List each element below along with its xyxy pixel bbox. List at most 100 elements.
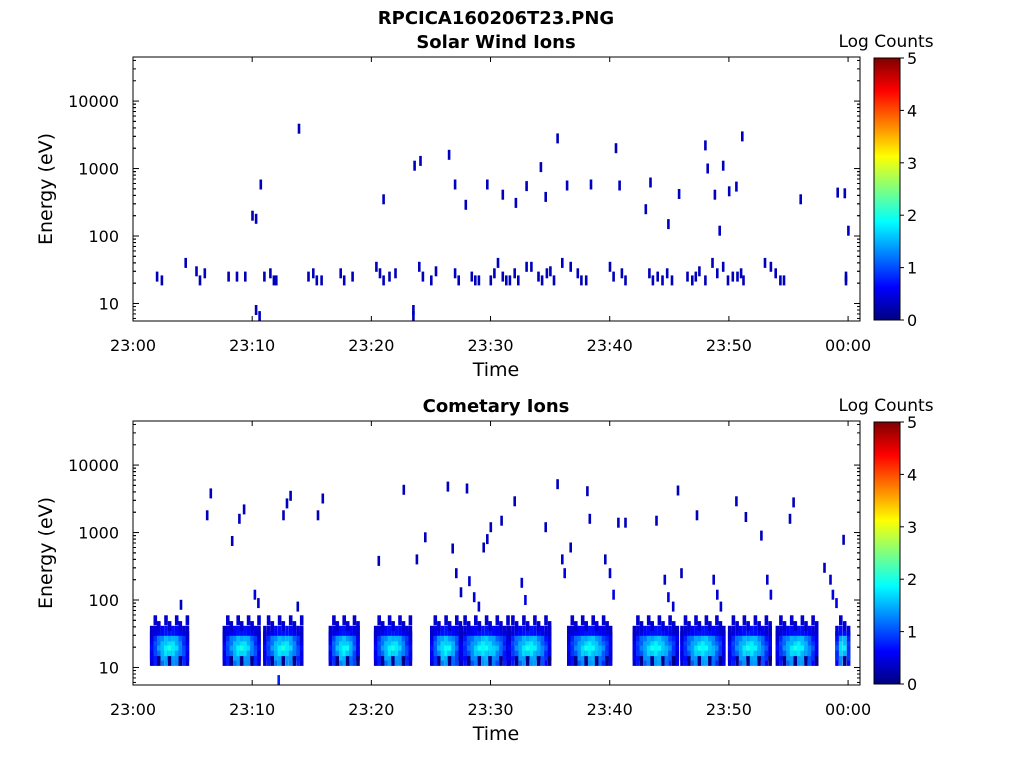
heatmap-cell bbox=[481, 631, 485, 642]
heatmap-cell bbox=[335, 621, 340, 632]
heatmap-cell bbox=[178, 655, 183, 666]
heatmap-cell bbox=[378, 268, 382, 279]
heatmap-cell bbox=[804, 640, 808, 651]
heatmap-cell bbox=[632, 625, 637, 636]
heatmap-cell bbox=[246, 615, 251, 626]
heatmap-cell bbox=[373, 646, 378, 657]
heatmap-cell bbox=[584, 655, 588, 666]
heatmap-cell bbox=[233, 625, 237, 636]
heatmap-cell bbox=[644, 204, 648, 215]
heatmap-cell bbox=[387, 615, 392, 626]
heatmap-cell bbox=[455, 655, 459, 666]
heatmap-cell bbox=[735, 646, 739, 657]
heatmap-cell bbox=[274, 646, 278, 657]
heatmap-cell bbox=[195, 266, 198, 277]
heatmap-cell bbox=[677, 189, 681, 199]
heatmap-cell bbox=[671, 655, 676, 666]
heatmap-cell bbox=[332, 655, 336, 666]
heatmap-cell bbox=[738, 625, 743, 636]
heatmap-cell bbox=[394, 640, 399, 651]
heatmap-cell bbox=[580, 625, 585, 636]
heatmap-cell bbox=[718, 655, 723, 666]
heatmap-cell bbox=[757, 621, 761, 632]
heatmap-cell bbox=[617, 517, 620, 528]
heatmap-cell bbox=[591, 615, 595, 626]
heatmap-cell bbox=[580, 615, 585, 626]
heatmap-cell bbox=[764, 615, 769, 626]
heatmap-cell bbox=[380, 631, 385, 642]
heatmap-cell bbox=[459, 640, 464, 651]
heatmap-cell bbox=[522, 615, 526, 626]
heatmap-cell bbox=[657, 631, 662, 642]
heatmap-cell bbox=[716, 589, 719, 600]
heatmap-cell bbox=[704, 140, 707, 151]
heatmap-cell bbox=[657, 640, 662, 651]
heatmap-cell bbox=[842, 655, 847, 666]
heatmap-cell bbox=[272, 275, 276, 286]
heatmap-cell bbox=[153, 625, 158, 636]
heatmap-cell bbox=[178, 646, 183, 657]
heatmap-cell bbox=[768, 631, 772, 642]
heatmap-cell bbox=[683, 655, 688, 666]
heatmap-cell bbox=[430, 625, 434, 636]
heatmap-cell bbox=[722, 631, 726, 642]
heatmap-cell bbox=[514, 197, 518, 208]
heatmap-cell bbox=[668, 631, 672, 642]
heatmap-cell bbox=[437, 621, 441, 632]
heatmap-cell bbox=[722, 655, 726, 666]
y-tick-label: 10000 bbox=[68, 92, 119, 111]
plot-frame bbox=[132, 56, 861, 322]
heatmap-cell bbox=[384, 646, 388, 657]
heatmap-cell bbox=[721, 261, 725, 272]
heatmap-cell bbox=[391, 621, 395, 632]
x-tick-label: 23:20 bbox=[348, 700, 394, 719]
heatmap-cell bbox=[843, 188, 847, 199]
heatmap-cell bbox=[459, 646, 464, 657]
heatmap-cell bbox=[657, 615, 662, 626]
heatmap-cell bbox=[839, 640, 843, 651]
heatmap-cell bbox=[405, 646, 409, 657]
heatmap-cell bbox=[683, 631, 688, 642]
heatmap-cell bbox=[184, 257, 187, 268]
solar-wind-panel: Solar Wind Ions 23:00 23:10 23:20 23:30 23:4… bbox=[35, 32, 934, 381]
heatmap-cell bbox=[463, 646, 467, 657]
heatmap-cell bbox=[501, 189, 505, 200]
heatmap-cell bbox=[229, 646, 234, 657]
heatmap-cell bbox=[500, 515, 503, 526]
heatmap-cell bbox=[388, 271, 391, 282]
heatmap-cell bbox=[459, 631, 464, 642]
heatmap-cell bbox=[328, 625, 333, 636]
heatmap-cell bbox=[574, 631, 578, 642]
heatmap-cell bbox=[594, 631, 599, 642]
heatmap-cell bbox=[680, 646, 684, 657]
heatmap-cell bbox=[316, 510, 320, 521]
heatmap-cell bbox=[466, 640, 471, 651]
heatmap-cell bbox=[694, 615, 698, 626]
heatmap-cell bbox=[226, 655, 230, 666]
heatmap-cell bbox=[800, 625, 805, 636]
heatmap-cell bbox=[839, 625, 843, 636]
heatmap-cell bbox=[266, 655, 271, 666]
heatmap-cell bbox=[424, 532, 427, 543]
heatmap-cell bbox=[605, 646, 609, 657]
heatmap-cell bbox=[342, 615, 346, 626]
colorbar-tick-label: 0 bbox=[907, 675, 917, 694]
heatmap-cell bbox=[842, 640, 847, 651]
heatmap-cell bbox=[440, 646, 445, 657]
heatmap-cell bbox=[281, 655, 286, 666]
heatmap-cell bbox=[412, 305, 415, 315]
heatmap-cell bbox=[708, 655, 712, 666]
heatmap-cell bbox=[570, 655, 575, 666]
heatmap-cell bbox=[474, 655, 478, 666]
heatmap-cell bbox=[690, 655, 695, 666]
heatmap-cell bbox=[741, 131, 744, 142]
heatmap-cell bbox=[738, 655, 743, 666]
heatmap-cell bbox=[697, 646, 702, 657]
heatmap-cell bbox=[694, 271, 698, 282]
heatmap-cell bbox=[664, 646, 669, 657]
heatmap-cell bbox=[444, 631, 448, 642]
heatmap-cell bbox=[243, 655, 247, 666]
heatmap-cell bbox=[470, 655, 475, 666]
heatmap-cell bbox=[749, 631, 754, 642]
heatmap-cell bbox=[508, 275, 512, 286]
